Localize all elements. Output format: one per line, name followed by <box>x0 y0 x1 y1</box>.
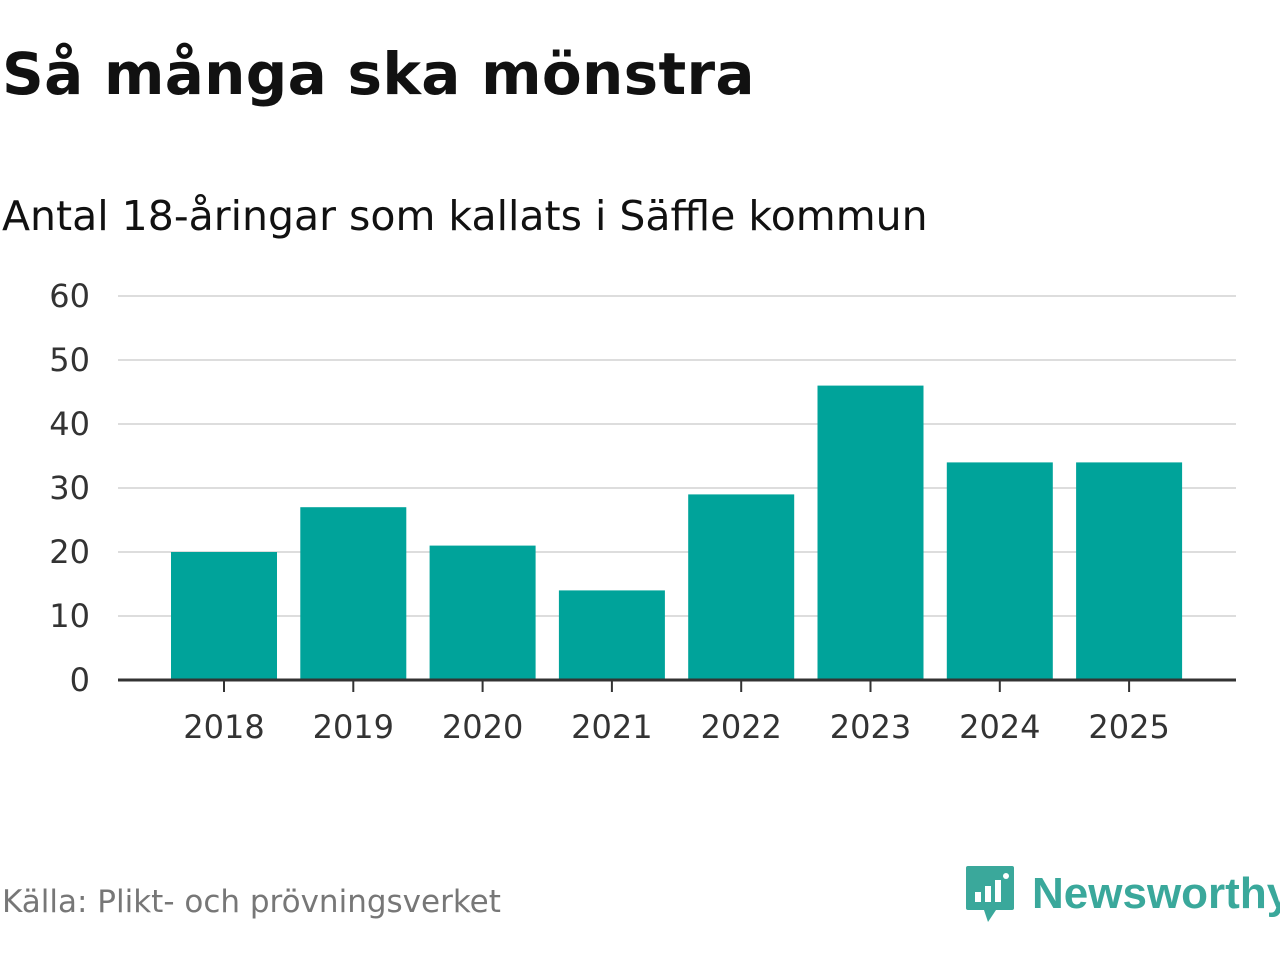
x-tick-label: 2022 <box>700 708 781 746</box>
y-tick-label: 0 <box>70 661 90 699</box>
bar-2023 <box>817 385 924 680</box>
x-tick-label: 2020 <box>442 708 523 746</box>
bars <box>171 385 1183 680</box>
x-tick-label: 2021 <box>571 708 652 746</box>
x-tick-label: 2018 <box>183 708 264 746</box>
x-axis <box>118 678 1236 692</box>
x-tick-label: 2023 <box>830 708 911 746</box>
bar-2025 <box>1076 462 1183 680</box>
gridlines <box>118 295 1236 617</box>
newsworthy-logo-icon <box>966 866 1014 922</box>
x-tick-label: 2019 <box>313 708 394 746</box>
y-tick-label: 10 <box>49 597 90 635</box>
y-tick-label: 50 <box>49 341 90 379</box>
y-axis-labels: 0 10 20 30 40 50 60 <box>49 277 90 699</box>
y-tick-label: 60 <box>49 277 90 315</box>
chart-title: Så många ska mönstra <box>2 40 755 108</box>
x-tick-label: 2024 <box>959 708 1040 746</box>
bar-2022 <box>688 494 795 680</box>
chart-subtitle: Antal 18-åringar som kallats i Säffle ko… <box>2 192 928 240</box>
source-note: Källa: Plikt- och prövningsverket <box>2 884 501 920</box>
bar-2019 <box>300 507 407 680</box>
bar-2018 <box>171 552 277 680</box>
x-axis-labels: 2018 2019 2020 2021 2022 2023 2024 2025 <box>183 708 1170 746</box>
bar-2024 <box>946 462 1053 680</box>
newsworthy-logo: Newsworthy <box>964 864 1280 924</box>
x-tick-label: 2025 <box>1088 708 1169 746</box>
brand-name: Newsworthy <box>1032 869 1280 918</box>
y-tick-label: 20 <box>49 533 90 571</box>
bar-2021 <box>558 590 665 680</box>
bar-2020 <box>429 545 536 680</box>
y-tick-label: 40 <box>49 405 90 443</box>
y-tick-label: 30 <box>49 469 90 507</box>
